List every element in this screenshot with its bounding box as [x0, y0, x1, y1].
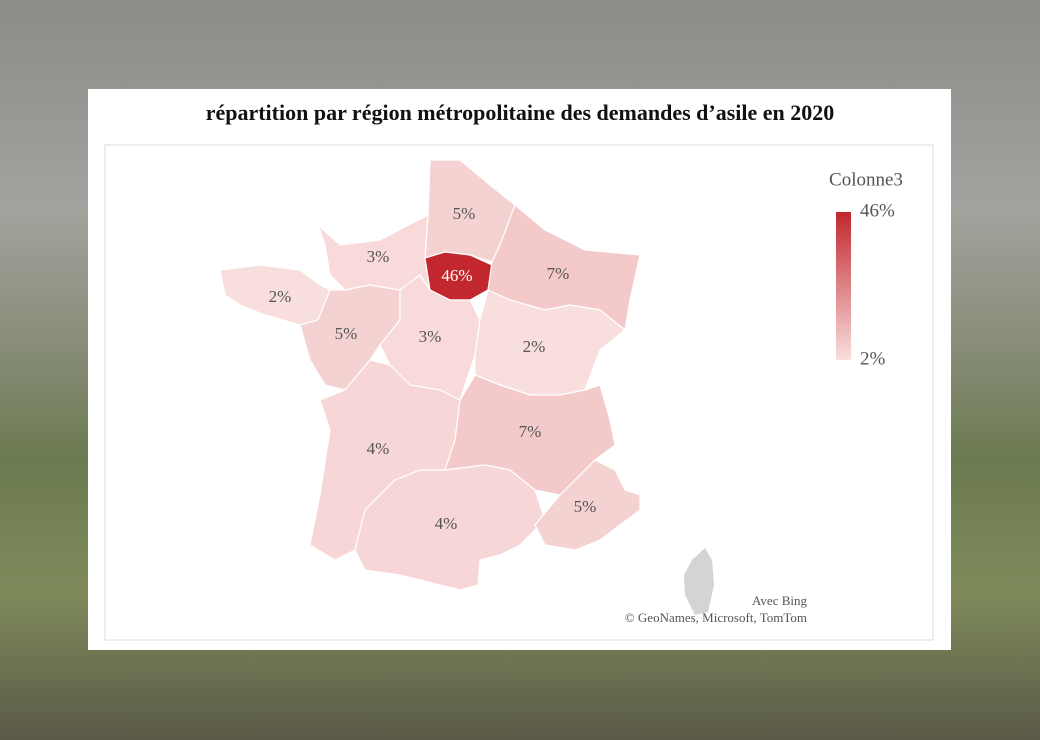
attribution: Avec Bing	[752, 593, 807, 608]
region-label: 5%	[574, 497, 597, 516]
region-label: 5%	[335, 324, 358, 343]
region-label: 3%	[419, 327, 442, 346]
legend-tick-label: 2%	[860, 348, 886, 369]
region-label: 7%	[547, 264, 570, 283]
legend-bar	[836, 212, 851, 360]
region-label: 46%	[441, 266, 472, 285]
legend-title: Colonne3	[829, 169, 903, 190]
region	[379, 274, 481, 401]
region-label: 4%	[367, 439, 390, 458]
region-label: 2%	[269, 287, 292, 306]
legend-tick-label: 46%	[860, 200, 895, 221]
region-label: 5%	[453, 204, 476, 223]
map-frame	[104, 144, 934, 641]
region	[354, 464, 546, 591]
attribution: © GeoNames, Microsoft, TomTom	[625, 610, 807, 625]
region	[534, 459, 641, 551]
region-label: 2%	[523, 337, 546, 356]
chart-title: répartition par région métropolitaine de…	[206, 100, 835, 125]
region-label: 3%	[367, 247, 390, 266]
corsica	[684, 548, 714, 615]
region-label: 7%	[519, 422, 542, 441]
region-label: 4%	[435, 514, 458, 533]
